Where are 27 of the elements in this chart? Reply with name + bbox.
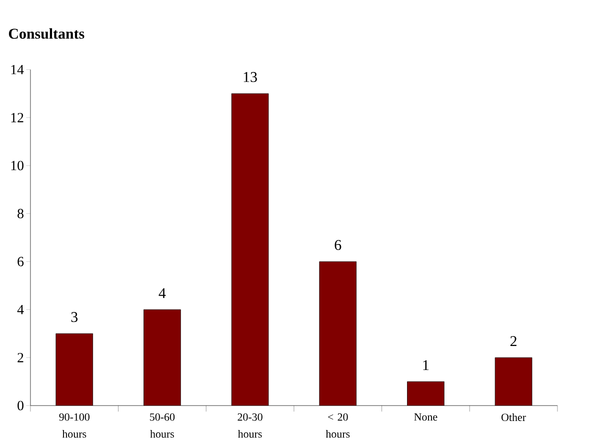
data-label: 2 bbox=[510, 336, 516, 346]
y-tick-label: 6 bbox=[18, 256, 24, 266]
y-tick-label: 8 bbox=[18, 208, 24, 218]
data-label: 13 bbox=[244, 72, 257, 82]
y-tick-label: 12 bbox=[11, 112, 24, 122]
y-tick-label: 4 bbox=[17, 304, 24, 314]
bar bbox=[144, 310, 181, 406]
data-label: 4 bbox=[158, 288, 166, 298]
x-tick-label: Other bbox=[502, 413, 526, 422]
bar bbox=[407, 382, 444, 406]
bar bbox=[56, 334, 93, 406]
bar bbox=[319, 262, 356, 406]
x-tick-label: 90-100 hours bbox=[59, 413, 90, 438]
x-tick-label: < 20 hours bbox=[326, 413, 350, 438]
data-label: 1 bbox=[423, 360, 429, 370]
y-tick-label: 14 bbox=[11, 64, 24, 74]
x-tick-label: 50-60 hours bbox=[150, 413, 175, 438]
data-label: 6 bbox=[334, 240, 342, 250]
x-tick-label: None bbox=[414, 413, 438, 421]
bar bbox=[494, 357, 532, 406]
data-label: 3 bbox=[71, 312, 78, 322]
bar bbox=[232, 94, 268, 406]
y-tick-label: 0 bbox=[18, 400, 24, 410]
y-tick-label: 2 bbox=[18, 352, 24, 362]
y-tick-label: 10 bbox=[11, 160, 24, 170]
chart-title: Consultants bbox=[8, 28, 84, 39]
x-tick-label: 20-30 hours bbox=[238, 413, 262, 438]
